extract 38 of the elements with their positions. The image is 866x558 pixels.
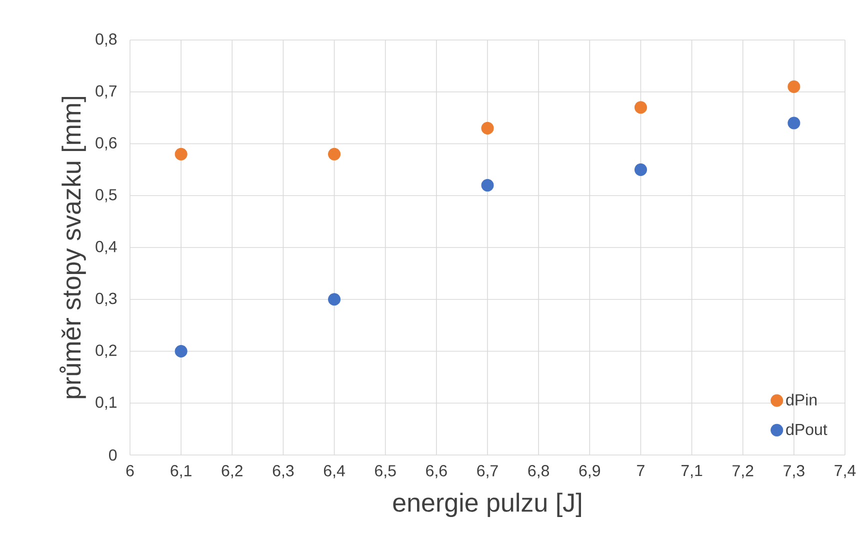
x-tick-label: 7,3	[784, 465, 804, 478]
y-axis-title: průměr stopy svazku [mm]	[60, 96, 86, 398]
x-tick-label: 6,7	[477, 465, 498, 478]
x-tick-label: 6,4	[324, 465, 345, 478]
x-axis-title: energie pulzu [J]	[393, 492, 581, 517]
legend-label: dPout	[786, 423, 828, 436]
point	[788, 116, 800, 130]
point	[634, 101, 647, 114]
y-tick-label: 0,1	[96, 396, 117, 410]
x-tick-label: 6	[126, 465, 134, 476]
x-tick-label: 7,2	[732, 465, 754, 478]
x-tick-label: 7,1	[681, 465, 702, 478]
y-tick-label: 0,8	[96, 33, 117, 47]
point	[328, 293, 341, 306]
point	[328, 148, 341, 160]
x-tick-label: 6,8	[528, 465, 549, 478]
legend-label: dPin	[786, 394, 817, 406]
x-tick-label: 6,1	[170, 465, 192, 478]
x-tick-label: 6,5	[375, 465, 396, 478]
y-tick-label: 0,5	[96, 189, 117, 202]
y-tick-label: 0,2	[96, 344, 116, 358]
point	[634, 163, 647, 176]
x-tick-label: 6,9	[579, 465, 600, 478]
x-tick-label: 7,4	[834, 465, 856, 478]
point	[481, 178, 494, 192]
x-tick-label: 6,3	[272, 465, 294, 478]
point	[481, 122, 494, 134]
y-tick-label: 0,4	[96, 240, 117, 254]
point	[788, 80, 800, 93]
x-tick-label: 7	[637, 465, 644, 476]
x-tick-label: 6,2	[222, 465, 242, 478]
point	[174, 148, 188, 160]
y-tick-label: 0,3	[96, 292, 117, 306]
y-tick-label: 0	[109, 449, 117, 461]
y-tick-label: 0,6	[96, 137, 117, 150]
point	[174, 344, 188, 358]
x-tick-label: 6,6	[426, 465, 447, 478]
y-tick-label: 0,7	[96, 85, 116, 98]
